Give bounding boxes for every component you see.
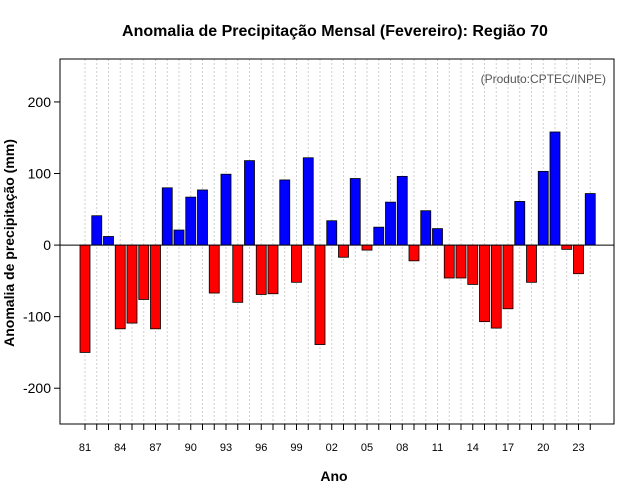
bar-1992	[208, 244, 220, 294]
x-tick-label: 20	[537, 442, 549, 454]
y-tick-label: 200	[28, 94, 52, 110]
y-tick-label: 0	[43, 237, 51, 253]
bar-2023	[573, 244, 584, 275]
y-axis: -200 -100 0 100 200	[23, 94, 60, 396]
bar-2006	[373, 226, 385, 246]
bar-2012	[443, 244, 455, 279]
x-tick-label: 17	[502, 442, 514, 454]
y-axis-label: Anomalia de precipitação (mm)	[1, 139, 17, 347]
x-tick-label: 05	[361, 442, 373, 454]
bar-2016	[490, 244, 502, 329]
bar-1997	[267, 244, 279, 295]
bar-1996	[255, 244, 267, 295]
bar-1999	[291, 244, 302, 283]
x-tick-label: 08	[396, 442, 408, 454]
x-tick-label: 14	[467, 442, 479, 454]
bar-1989	[173, 229, 185, 246]
bar-2003	[338, 244, 349, 258]
x-tick-label: 84	[114, 442, 126, 454]
bar-2009	[408, 244, 420, 262]
bar-1983	[103, 236, 114, 246]
bar-2015	[479, 244, 490, 323]
bar-2019	[526, 244, 537, 283]
bar-2022	[561, 244, 573, 250]
x-tick-label: 87	[149, 442, 161, 454]
bar-1987	[150, 244, 161, 330]
x-tick-label: 99	[290, 442, 302, 454]
x-tick-label: 96	[255, 442, 267, 454]
plot-frame	[59, 58, 615, 425]
bar-2014	[467, 244, 479, 285]
gridlines	[84, 59, 591, 424]
bar-2002	[326, 220, 338, 246]
y-tick-label: 100	[28, 166, 52, 182]
bar-1993	[220, 173, 232, 246]
bar-2011	[432, 228, 443, 246]
bar-1998	[279, 179, 291, 246]
x-tick-label: 02	[326, 442, 338, 454]
bar-2008	[396, 175, 408, 246]
bar-1981	[79, 244, 91, 353]
bar-1994	[232, 244, 244, 303]
bar-2021	[549, 131, 561, 246]
bar-2024	[584, 193, 596, 246]
bar-2020	[537, 170, 549, 246]
bar-2007	[385, 201, 396, 246]
bar-2013	[455, 244, 467, 279]
x-axis: 81 84 87 90 93 96 99 02 05 08 11 14 17 20 23	[79, 424, 591, 454]
y-tick-label: -200	[23, 380, 51, 396]
bar-1984	[114, 244, 126, 330]
bar-1991	[197, 189, 208, 246]
bar-1986	[138, 244, 150, 300]
bar-2010	[420, 210, 432, 246]
bars	[79, 131, 596, 353]
x-tick-label: 90	[185, 442, 197, 454]
bar-1985	[126, 244, 138, 324]
bar-2018	[514, 201, 526, 246]
bar-2004	[349, 178, 361, 246]
bar-1982	[91, 215, 103, 246]
bar-2017	[502, 244, 514, 310]
x-axis-label: Ano	[320, 468, 347, 484]
bar-2005	[361, 244, 373, 251]
chart-title: Anomalia de Precipitação Mensal (Feverei…	[122, 23, 548, 40]
bar-1990	[185, 196, 197, 246]
x-tick-label: 23	[572, 442, 584, 454]
y-tick-label: -100	[23, 309, 51, 325]
bar-1988	[161, 187, 173, 246]
bar-2001	[314, 244, 326, 345]
credit-annotation: (Produto:CPTEC/INPE)	[481, 72, 606, 86]
x-tick-label: 93	[220, 442, 232, 454]
x-tick-label: 81	[79, 442, 91, 454]
bar-2000	[302, 157, 314, 246]
x-tick-label: 11	[432, 442, 443, 454]
bar-1995	[244, 160, 255, 246]
